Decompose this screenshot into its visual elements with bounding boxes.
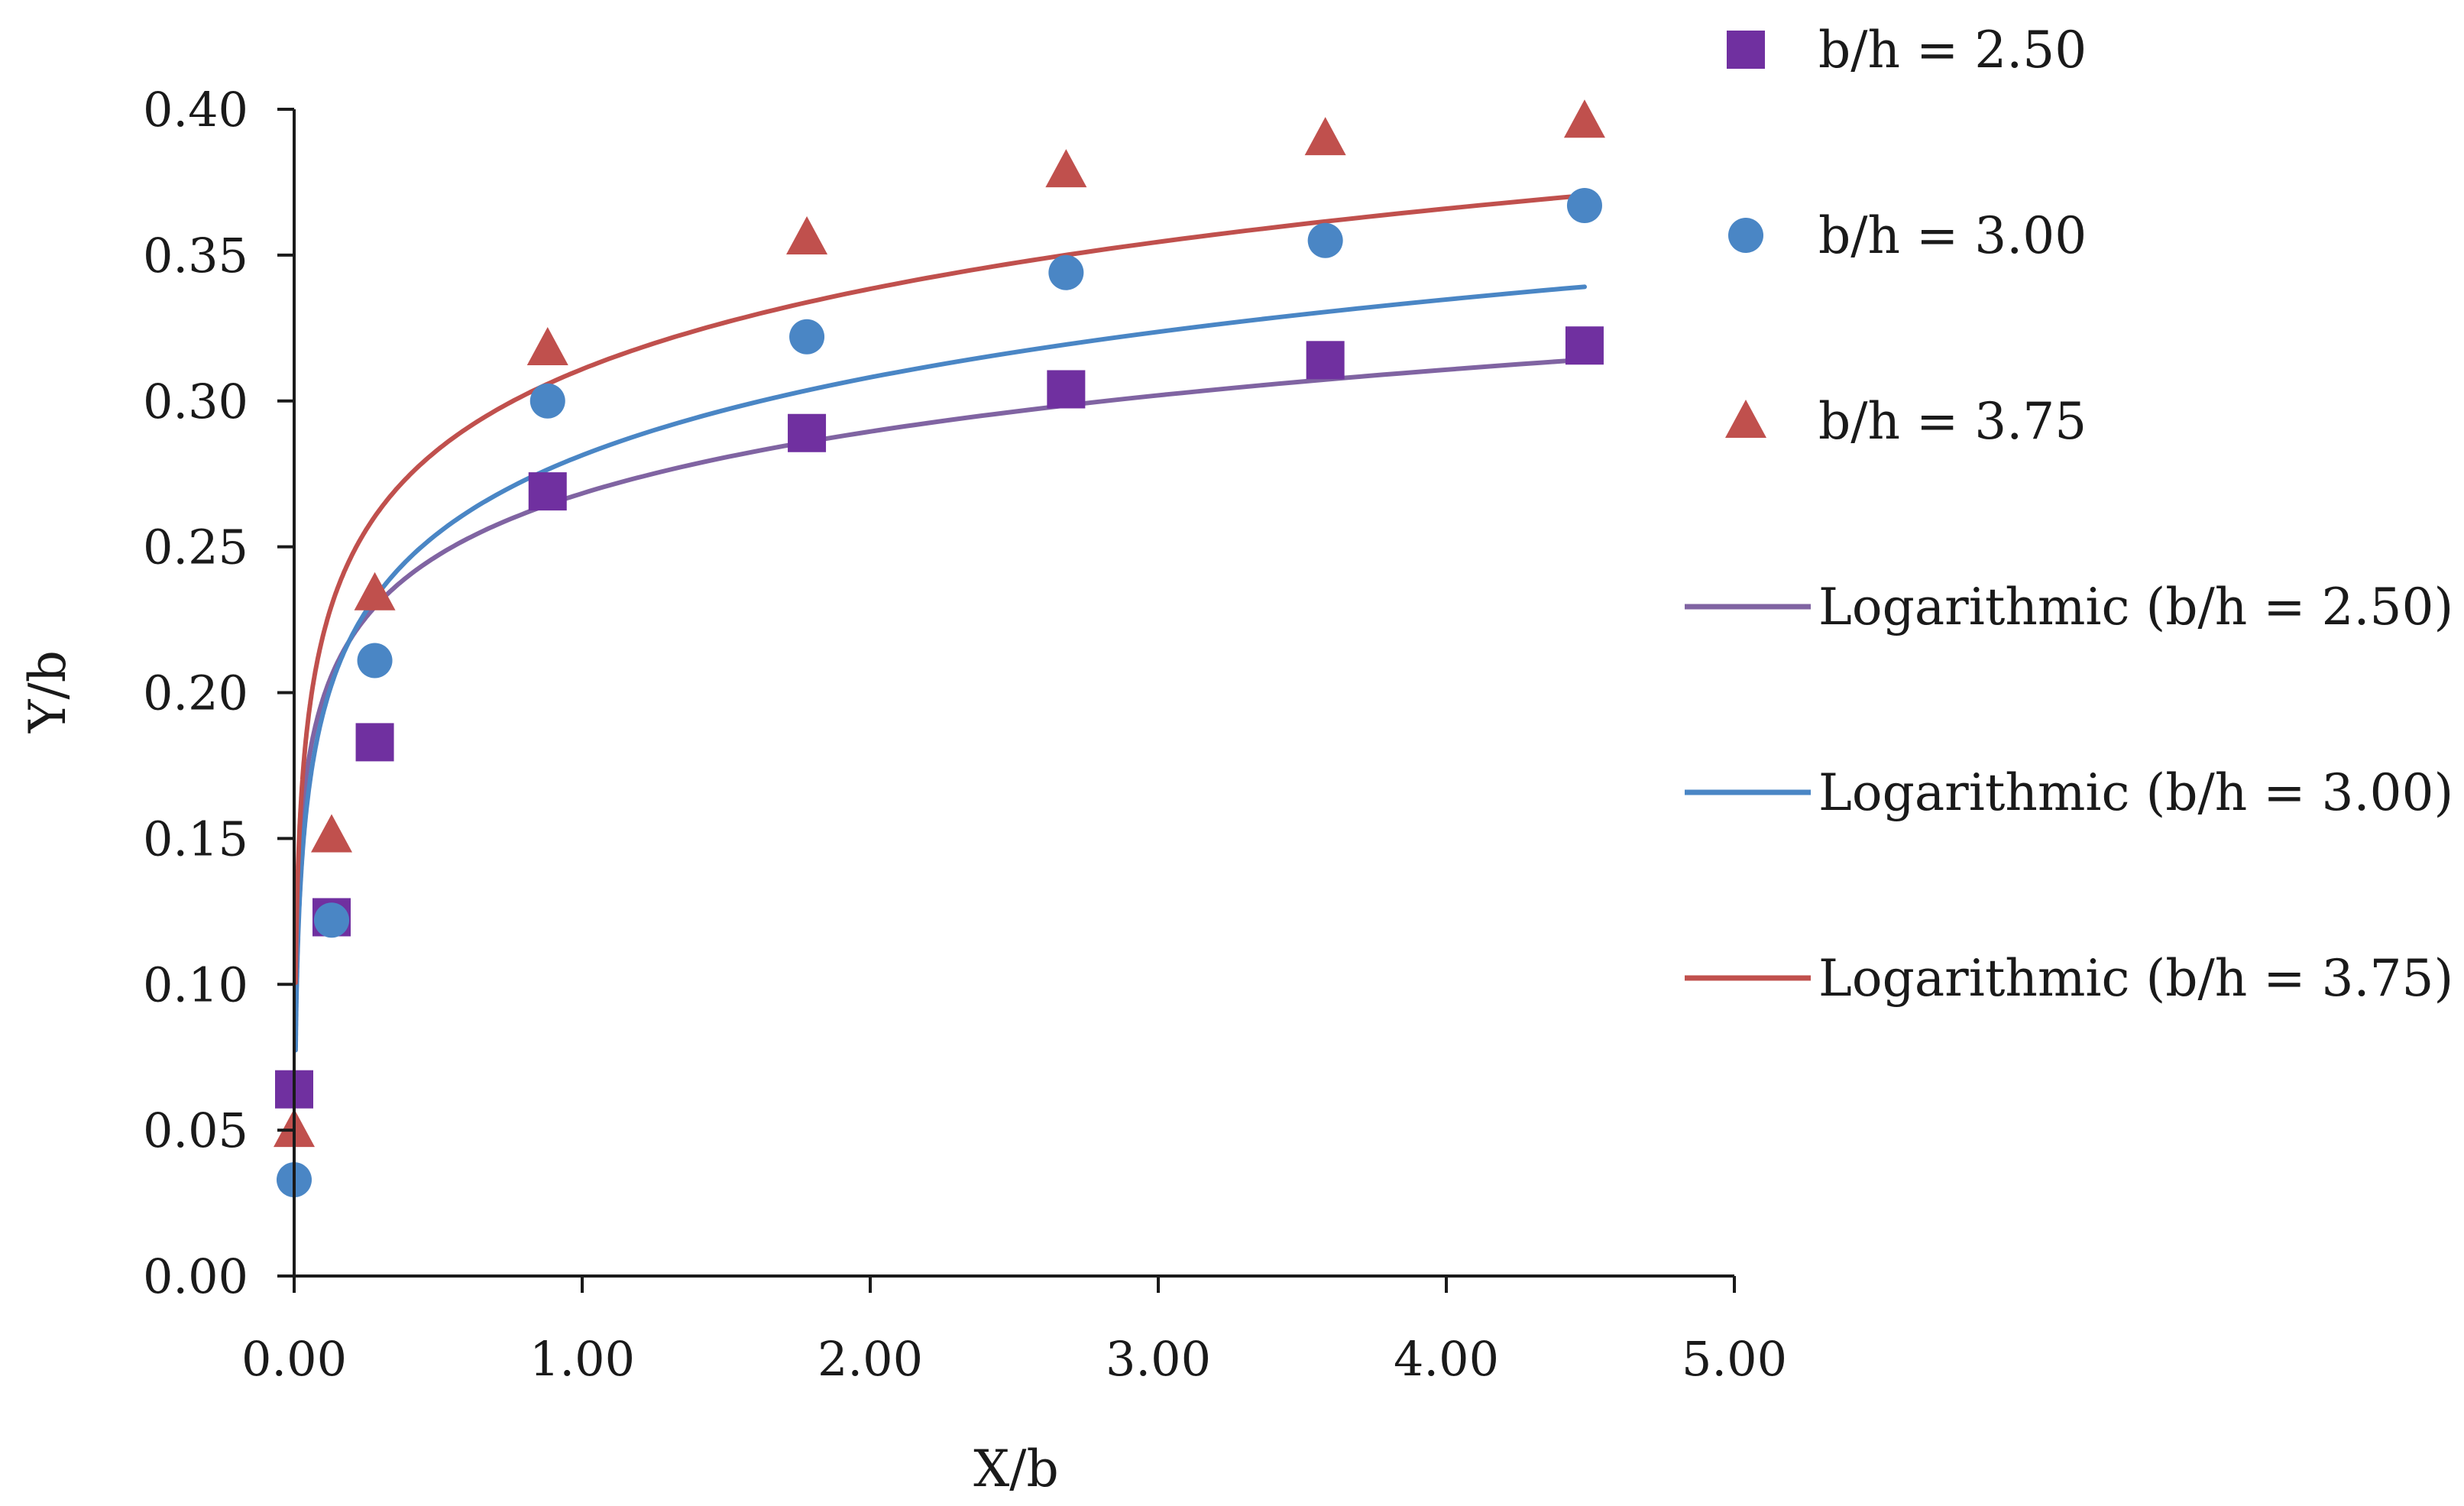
legend-label: Logarithmic (b/h = 3.00) [1818, 763, 2453, 822]
data-point [1045, 149, 1087, 188]
y-tick-label: 0.35 [143, 228, 248, 283]
x-tick-label: 3.00 [1106, 1331, 1211, 1387]
legend-label: b/h = 2.50 [1818, 21, 2087, 79]
x-axis-title: X/b [973, 1440, 1058, 1498]
x-tick-label: 0.00 [241, 1331, 347, 1387]
y-axis-title: Y/b [18, 650, 77, 734]
data-point [354, 572, 396, 610]
data-point [1566, 187, 1602, 223]
data-point [789, 319, 825, 355]
x-tick-label: 5.00 [1682, 1331, 1787, 1387]
data-point [1563, 99, 1605, 138]
data-point [357, 643, 393, 679]
legend-label: b/h = 3.00 [1818, 206, 2087, 265]
x-tick-label: 4.00 [1394, 1331, 1499, 1387]
trendline-layer [293, 193, 1587, 1053]
x-tick-label: 1.00 [529, 1331, 635, 1387]
trendline [293, 284, 1587, 1053]
legend-marker [1728, 218, 1763, 253]
trendline [293, 193, 1587, 986]
y-tick-label: 0.10 [143, 957, 248, 1012]
data-point [355, 723, 394, 762]
y-tick-label: 0.05 [143, 1103, 248, 1158]
x-tick-label: 2.00 [818, 1331, 923, 1387]
legend-marker [1727, 31, 1765, 69]
legend-marker [1725, 400, 1766, 438]
y-tick-label: 0.20 [143, 666, 248, 721]
data-point [788, 413, 827, 452]
legend-label: Logarithmic (b/h = 2.50) [1818, 578, 2453, 636]
data-point [529, 383, 565, 419]
data-point [786, 215, 828, 254]
y-tick-label: 0.15 [143, 811, 248, 866]
legend: b/h = 2.50 b/h = 3.00 b/h = 3.75 Logarithmi… [1685, 21, 2453, 1008]
axes [293, 109, 1734, 1278]
data-point [1306, 341, 1345, 380]
data-point [1048, 254, 1084, 290]
data-point [1304, 117, 1346, 156]
data-point [526, 327, 568, 366]
y-tick-label: 0.30 [143, 374, 248, 429]
data-point [1047, 370, 1086, 409]
data-point [528, 472, 567, 511]
legend-label: b/h = 3.75 [1818, 392, 2087, 451]
y-tick-label: 0.00 [143, 1249, 248, 1304]
data-point [311, 814, 353, 853]
y-tick-label: 0.40 [143, 82, 248, 138]
marker-layer [274, 99, 1605, 1198]
trendline [293, 357, 1587, 969]
tick-layer: 0.00 0.05 0.10 0.15 0.20 0.25 0.30 0.35 0.40 0.00… [143, 82, 1787, 1387]
data-point [1307, 222, 1343, 258]
data-point [1565, 326, 1604, 365]
legend-label: Logarithmic (b/h = 3.75) [1818, 949, 2453, 1008]
data-point [314, 902, 350, 938]
y-tick-label: 0.25 [143, 520, 248, 575]
